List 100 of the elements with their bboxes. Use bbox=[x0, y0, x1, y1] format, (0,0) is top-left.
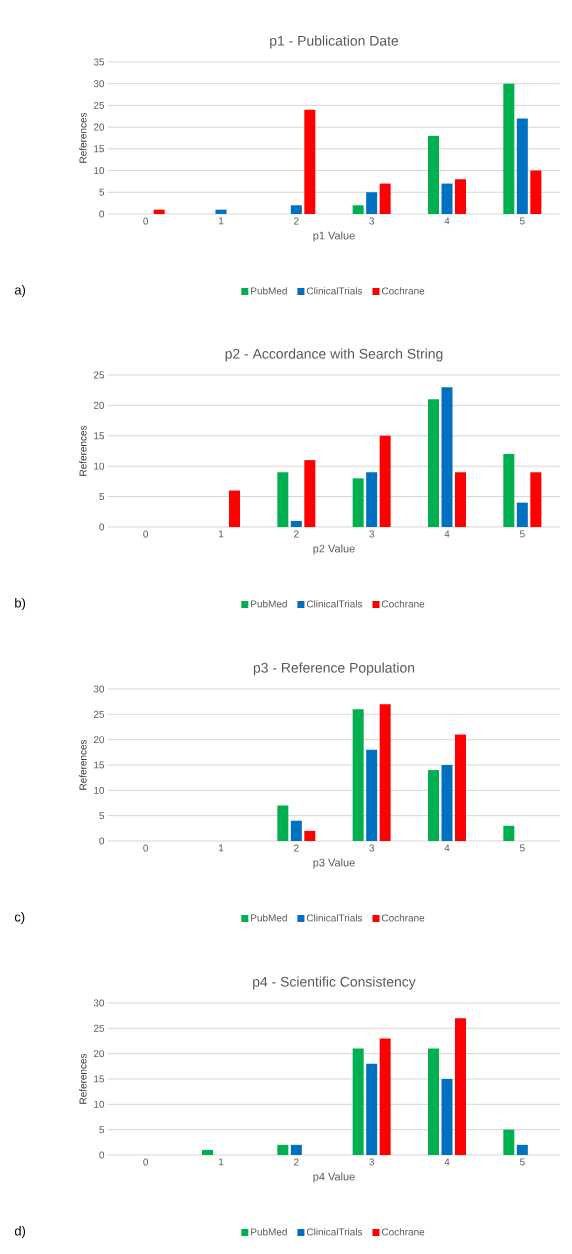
bar bbox=[516, 502, 528, 527]
bar bbox=[304, 460, 316, 527]
bar bbox=[366, 472, 378, 527]
x-tick-label: 1 bbox=[218, 844, 224, 852]
x-tick-label: 4 bbox=[444, 1158, 450, 1166]
legend-label: Cochrane bbox=[381, 914, 425, 922]
y-tick-label: 0 bbox=[99, 837, 105, 845]
bar bbox=[304, 830, 316, 841]
bar bbox=[455, 179, 466, 214]
y-tick-label: 15 bbox=[94, 761, 105, 769]
text: c) bbox=[14, 912, 25, 925]
x-tick-label: 2 bbox=[294, 844, 299, 852]
legend-label: PubMed bbox=[251, 1228, 287, 1236]
x-tick-label: 5 bbox=[519, 217, 525, 225]
bar bbox=[352, 205, 364, 214]
bar bbox=[366, 749, 378, 841]
x-tick-label: 2 bbox=[294, 217, 299, 225]
y-tick-label: 10 bbox=[94, 167, 105, 175]
x-tick-label: 2 bbox=[294, 530, 299, 538]
y-tick-label: 5 bbox=[99, 1126, 105, 1134]
x-tick-label: 3 bbox=[369, 217, 374, 225]
y-tick-label: 25 bbox=[93, 1024, 105, 1032]
y-tick-label: 5 bbox=[99, 493, 105, 501]
bar bbox=[530, 472, 542, 527]
bar bbox=[304, 109, 316, 214]
y-tick-label: 0 bbox=[99, 523, 105, 531]
bar bbox=[290, 820, 302, 841]
x-tick-label: 0 bbox=[143, 530, 149, 538]
y-tick-label: 30 bbox=[93, 80, 105, 88]
bar bbox=[352, 709, 364, 841]
bar bbox=[503, 1129, 515, 1155]
x-tick-label: 3 bbox=[369, 530, 374, 538]
bar bbox=[503, 454, 515, 527]
bar bbox=[441, 183, 453, 214]
bar bbox=[277, 805, 289, 841]
legend-label: PubMed bbox=[251, 287, 287, 295]
x-tick-label: 4 bbox=[444, 530, 450, 538]
x-tick-label: 3 bbox=[369, 844, 374, 852]
x-tick-label: 5 bbox=[519, 844, 525, 852]
legend-label: ClinicalTrials bbox=[306, 287, 363, 295]
bar bbox=[202, 1149, 213, 1155]
bar bbox=[441, 764, 453, 841]
bar bbox=[503, 825, 515, 841]
x-axis-title: p2 Value bbox=[313, 544, 355, 555]
y-tick-label: 20 bbox=[93, 1050, 105, 1058]
x-axis-title: p3 Value bbox=[313, 858, 355, 869]
y-tick-label: 20 bbox=[93, 401, 105, 409]
y-tick-label: 25 bbox=[93, 710, 105, 718]
y-axis-title: References bbox=[79, 425, 87, 476]
bar bbox=[455, 1018, 466, 1155]
y-axis-title: References bbox=[79, 1053, 87, 1104]
bar bbox=[352, 1048, 364, 1155]
x-tick-label: 0 bbox=[143, 217, 149, 225]
bar bbox=[530, 170, 542, 214]
x-tick-label: 5 bbox=[519, 530, 525, 538]
bar bbox=[277, 1144, 289, 1155]
x-tick-label: 3 bbox=[369, 1158, 374, 1166]
x-axis-title: p1 Value bbox=[313, 231, 355, 242]
legend-label: ClinicalTrials bbox=[306, 600, 363, 608]
legend-label: ClinicalTrials bbox=[306, 914, 363, 922]
y-tick-label: 0 bbox=[99, 210, 105, 218]
bar bbox=[503, 83, 515, 214]
bar bbox=[379, 435, 391, 527]
bar bbox=[153, 209, 165, 214]
y-tick-label: 35 bbox=[93, 58, 105, 66]
x-tick-label: 2 bbox=[294, 1158, 299, 1166]
legend-label: ClinicalTrials bbox=[306, 1228, 363, 1236]
bar bbox=[428, 399, 439, 527]
bar bbox=[455, 734, 466, 841]
bar bbox=[441, 387, 453, 527]
bar bbox=[428, 1048, 439, 1155]
y-tick-label: 15 bbox=[94, 1075, 105, 1083]
bar bbox=[455, 472, 466, 527]
x-tick-label: 1 bbox=[218, 1158, 224, 1166]
chart-title: p1 - Publication Date bbox=[270, 35, 399, 49]
x-tick-label: 5 bbox=[519, 1158, 525, 1166]
bar bbox=[428, 770, 439, 841]
x-tick-label: 0 bbox=[143, 1158, 149, 1166]
legend-label: PubMed bbox=[251, 600, 287, 608]
bar bbox=[516, 118, 528, 214]
chart-title: p2 - Accordance with Search String bbox=[225, 348, 443, 362]
bar bbox=[379, 1038, 391, 1155]
y-tick-label: 25 bbox=[93, 101, 105, 109]
bar bbox=[215, 209, 227, 214]
bar bbox=[290, 205, 302, 214]
y-tick-label: 30 bbox=[93, 685, 105, 693]
y-tick-label: 30 bbox=[93, 999, 105, 1007]
x-tick-label: 4 bbox=[444, 217, 450, 225]
x-axis-title: p4 Value bbox=[313, 1172, 355, 1183]
bar bbox=[441, 1078, 453, 1155]
y-axis-title: References bbox=[79, 112, 87, 163]
x-tick-label: 0 bbox=[143, 844, 149, 852]
legend-label: Cochrane bbox=[381, 287, 425, 295]
y-tick-label: 10 bbox=[94, 786, 105, 794]
bar bbox=[352, 478, 364, 527]
bar bbox=[379, 704, 391, 841]
y-tick-label: 15 bbox=[94, 432, 105, 440]
y-tick-label: 0 bbox=[99, 1151, 105, 1159]
text: b) bbox=[15, 598, 26, 611]
bar bbox=[428, 135, 439, 214]
